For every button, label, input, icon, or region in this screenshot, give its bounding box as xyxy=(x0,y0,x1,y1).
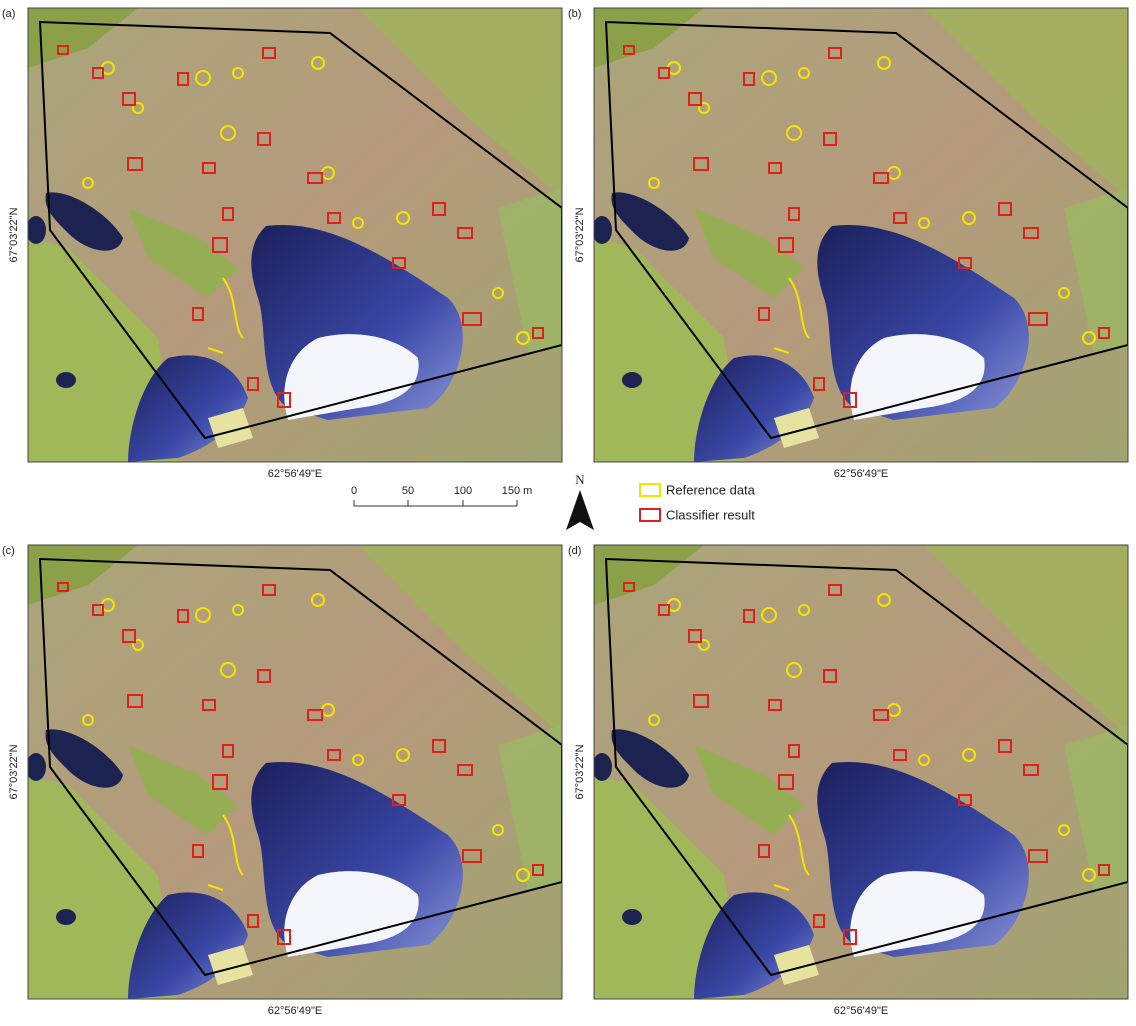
figure: (a) 62°56'49"E 67°03'22"N (b) 62°56'49"E 67°0… xyxy=(0,0,1136,1021)
panel-label: (d) xyxy=(568,545,581,557)
map-content xyxy=(26,8,562,462)
scale-label: 100 xyxy=(454,485,472,497)
map-panel: (b) 62°56'49"E 67°03'22"N xyxy=(568,8,1128,480)
map-content xyxy=(26,545,562,999)
legend-swatch xyxy=(640,509,660,521)
scale-bar xyxy=(354,500,517,506)
map-image xyxy=(592,545,1128,999)
north-arrow xyxy=(566,490,594,530)
legend-swatch xyxy=(640,484,660,496)
latitude-label: 67°03'22"N xyxy=(574,744,586,799)
map-panel: (c) 62°56'49"E 67°03'22"N xyxy=(2,545,562,1017)
longitude-label: 62°56'49"E xyxy=(268,468,322,480)
longitude-label: 62°56'49"E xyxy=(268,1005,322,1017)
scale-label: 150 m xyxy=(502,485,533,497)
scale-label: 0 xyxy=(351,485,357,497)
panel-label: (b) xyxy=(568,8,581,20)
panel-label: (a) xyxy=(2,8,15,20)
map-content xyxy=(592,545,1128,999)
latitude-label: 67°03'22"N xyxy=(8,744,20,799)
scale-label: 50 xyxy=(402,485,414,497)
longitude-label: 62°56'49"E xyxy=(834,1005,888,1017)
latitude-label: 67°03'22"N xyxy=(8,207,20,262)
latitude-label: 67°03'22"N xyxy=(574,207,586,262)
legend-label: Reference data xyxy=(666,482,756,497)
north-label: N xyxy=(575,472,585,487)
map-image xyxy=(592,8,1128,462)
map-image xyxy=(26,545,562,999)
panels: (a) 62°56'49"E 67°03'22"N (b) 62°56'49"E 67°0… xyxy=(2,8,1128,1017)
map-panel: (a) 62°56'49"E 67°03'22"N xyxy=(2,8,562,480)
panel-label: (c) xyxy=(2,545,15,557)
map-image xyxy=(26,8,562,462)
longitude-label: 62°56'49"E xyxy=(834,468,888,480)
legend-label: Classifier result xyxy=(666,507,755,522)
map-content xyxy=(592,8,1128,462)
map-panel: (d) 62°56'49"E 67°03'22"N xyxy=(568,545,1128,1017)
